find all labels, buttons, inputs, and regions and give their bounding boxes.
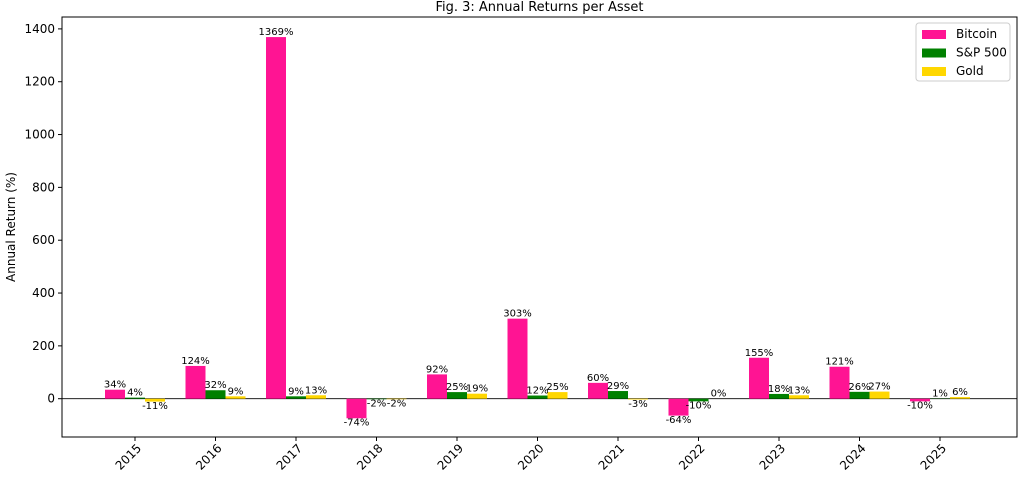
legend-label-s-p-500: S&P 500: [956, 46, 1007, 60]
y-tick-label: 200: [32, 339, 55, 353]
bar-gold-2025: [950, 397, 970, 399]
data-label-bitcoin-2025: -10%: [907, 401, 933, 412]
bar-bitcoin-2023: [749, 357, 769, 399]
bar-bitcoin-2024: [829, 366, 850, 399]
data-label-s-p-500-2017: 9%: [288, 386, 304, 397]
bar-bitcoin-2020: [507, 318, 528, 399]
data-label-s-p-500-2024: 26%: [848, 382, 870, 393]
data-label-bitcoin-2016: 124%: [181, 356, 210, 367]
x-tick-label: 2016: [193, 441, 224, 472]
data-label-gold-2017: 13%: [305, 385, 327, 396]
bar-gold-2015: [145, 398, 165, 402]
x-tick-label: 2021: [596, 441, 627, 472]
data-label-gold-2025: 6%: [952, 387, 968, 398]
bar-s-p-500-2018: [366, 398, 387, 400]
data-label-gold-2023: 13%: [788, 385, 810, 396]
bar-gold-2021: [628, 398, 648, 400]
y-axis: 0 200 400 600 800 1000 1200 1400: [24, 22, 62, 406]
legend-label-gold: Gold: [956, 64, 984, 78]
data-label-s-p-500-2025: 1%: [932, 388, 948, 399]
bar-bitcoin-2017: [266, 37, 286, 399]
bar-s-p-500-2023: [769, 393, 789, 399]
y-tick-label: 400: [32, 286, 55, 300]
bar-gold-2017: [306, 395, 326, 399]
bar-s-p-500-2021: [608, 391, 628, 399]
data-label-s-p-500-2023: 18%: [768, 384, 790, 395]
bar-gold-2024: [869, 391, 890, 399]
bar-s-p-500-2016: [205, 390, 226, 399]
data-label-s-p-500-2019: 25%: [446, 382, 468, 393]
x-tick-label: 2019: [435, 441, 466, 472]
y-tick-label: 800: [32, 180, 55, 194]
x-tick-label: 2022: [676, 441, 707, 472]
data-label-bitcoin-2015: 34%: [104, 380, 126, 391]
x-tick-label: 2015: [113, 441, 144, 472]
y-tick-label: 1000: [24, 128, 55, 142]
data-label-bitcoin-2022: -64%: [666, 415, 692, 426]
chart-title: Fig. 3: Annual Returns per Asset: [435, 0, 643, 15]
bar-bitcoin-2022: [668, 398, 689, 416]
data-label-gold-2021: -3%: [628, 399, 647, 410]
data-label-gold-2020: 25%: [546, 382, 568, 393]
data-label-s-p-500-2015: 4%: [127, 388, 143, 399]
data-label-s-p-500-2018: -2%: [367, 399, 386, 410]
plot-frame: [61, 16, 1018, 438]
data-label-s-p-500-2022: -10%: [686, 401, 712, 412]
y-tick-label: 0: [47, 392, 55, 406]
data-label-bitcoin-2019: 92%: [426, 364, 448, 375]
legend-label-bitcoin: Bitcoin: [956, 27, 997, 41]
bar-gold-2019: [467, 393, 487, 399]
data-label-s-p-500-2021: 29%: [607, 381, 629, 392]
bar-bitcoin-2025: [910, 398, 930, 402]
bar-gold-2020: [547, 392, 568, 399]
bar-bitcoin-2016: [185, 365, 206, 399]
legend-swatch-bitcoin: [922, 30, 946, 39]
data-label-gold-2019: 19%: [466, 384, 488, 395]
bar-gold-2018: [386, 398, 407, 400]
data-label-gold-2016: 9%: [228, 386, 244, 397]
bar-s-p-500-2020: [527, 395, 548, 399]
bar-gold-2016: [225, 396, 246, 399]
x-tick-label: 2018: [354, 441, 385, 472]
y-tick-label: 600: [32, 233, 55, 247]
bars-group: [105, 37, 970, 419]
data-label-bitcoin-2018: -74%: [344, 418, 370, 429]
data-label-bitcoin-2017: 1369%: [259, 27, 294, 38]
y-axis-title: Annual Return (%): [4, 172, 18, 282]
bar-s-p-500-2019: [447, 392, 467, 399]
bar-bitcoin-2018: [346, 398, 367, 419]
data-label-gold-2018: -2%: [387, 399, 406, 410]
y-tick-label: 1200: [24, 75, 55, 89]
bar-s-p-500-2017: [286, 396, 306, 399]
data-label-gold-2022: 0%: [711, 389, 727, 400]
data-label-bitcoin-2020: 303%: [503, 309, 532, 320]
data-labels-group: 34% 124% 1369% -74% 92% 303% 60% -64% 155% 121% -1…: [104, 27, 968, 429]
bar-bitcoin-2015: [105, 389, 125, 399]
data-label-gold-2015: -11%: [142, 401, 168, 412]
x-tick-label: 2017: [274, 441, 305, 472]
data-label-s-p-500-2020: 12%: [526, 386, 548, 397]
x-tick-label: 2025: [918, 441, 949, 472]
data-label-bitcoin-2023: 155%: [745, 348, 774, 359]
legend: Bitcoin S&P 500 Gold: [915, 22, 1011, 82]
x-tick-label: 2020: [515, 441, 546, 472]
data-label-bitcoin-2021: 60%: [587, 373, 609, 384]
data-label-bitcoin-2024: 121%: [825, 357, 854, 368]
bar-s-p-500-2022: [688, 398, 709, 402]
x-tick-label: 2023: [757, 441, 788, 472]
y-tick-label: 1400: [24, 22, 55, 36]
bar-bitcoin-2021: [588, 382, 608, 399]
legend-swatch-s-p-500: [922, 48, 946, 58]
data-label-gold-2024: 27%: [868, 382, 890, 393]
bar-s-p-500-2024: [849, 391, 870, 399]
bar-gold-2023: [789, 395, 809, 399]
data-label-s-p-500-2016: 32%: [204, 380, 226, 391]
legend-swatch-gold: [922, 67, 946, 76]
x-axis: 2015 2016 2017 2018 2019 2020 2021 2022 2023 2024…: [113, 437, 949, 473]
x-tick-label: 2024: [837, 441, 868, 472]
bar-s-p-500-2015: [125, 397, 145, 399]
bar-bitcoin-2019: [427, 374, 447, 399]
